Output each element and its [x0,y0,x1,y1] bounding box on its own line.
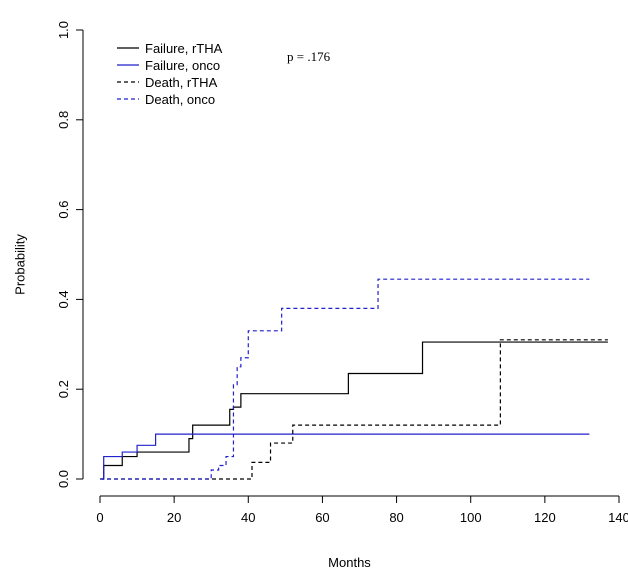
y-tick-label: 0.4 [56,290,71,308]
x-tick-label: 100 [460,510,482,525]
series-line-1 [101,433,590,480]
legend-label-3: Death, onco [145,92,215,107]
x-tick-label: 120 [534,510,556,525]
legend-label-0: Failure, rTHA [145,41,223,56]
y-tick-label: 0.8 [56,111,71,129]
y-tick-label: 0.6 [56,201,71,219]
x-tick-label: 140 [608,510,628,525]
series-line-0 [101,341,608,480]
legend: Failure, rTHA Failure, onco Death, rTHA Dea… [117,41,223,107]
legend-label-2: Death, rTHA [145,75,218,90]
x-tick-label: 0 [96,510,103,525]
x-tick-label: 20 [167,510,181,525]
series-layer [100,278,608,480]
p-value-annotation: p = .176 [287,49,331,64]
series-line-3 [100,278,590,480]
y-axis-label: Probability [12,234,27,295]
series-line-2 [100,339,608,480]
x-tick-label: 40 [241,510,255,525]
x-tick-label: 60 [315,510,329,525]
x-tick-label: 80 [389,510,403,525]
y-ticks: 0.0 0.2 0.4 0.6 0.8 1.0 [56,21,83,488]
x-ticks: 0 20 40 60 80 100 120 140 [96,496,628,525]
x-axis-label: Months [328,555,371,570]
y-tick-label: 0.2 [56,380,71,398]
y-tick-label: 1.0 [56,21,71,39]
legend-label-1: Failure, onco [145,58,220,73]
y-tick-label: 0.0 [56,470,71,488]
axes: 0 20 40 60 80 100 120 140 0.0 0.2 0.4 0.6 0.8 1.0 [56,21,628,525]
